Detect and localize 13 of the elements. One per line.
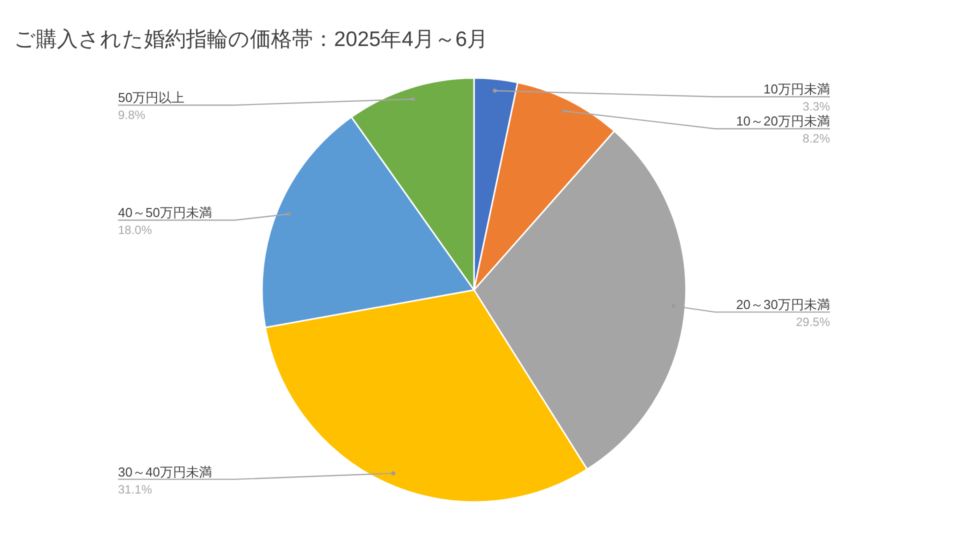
data-label: 8.2% [802, 132, 830, 146]
slice-label: 10～20万円未満 [736, 114, 830, 129]
data-label: 18.0% [118, 223, 152, 238]
chart-title: ご購入された婚約指輪の価格帯：2025年4月～6月 [14, 28, 488, 51]
data-label: 31.1% [118, 482, 152, 496]
data-label: 3.3% [802, 100, 830, 114]
slice-label: 40～50万円未満 [118, 205, 212, 220]
data-label: 9.8% [118, 108, 146, 122]
slice-label: 20～30万円未満 [736, 297, 830, 312]
slice-label: 50万円以上 [118, 90, 184, 106]
slice-label: 10万円未満 [764, 82, 830, 97]
slice-label: 30～40万円未満 [118, 464, 212, 480]
data-label: 29.5% [796, 315, 830, 330]
